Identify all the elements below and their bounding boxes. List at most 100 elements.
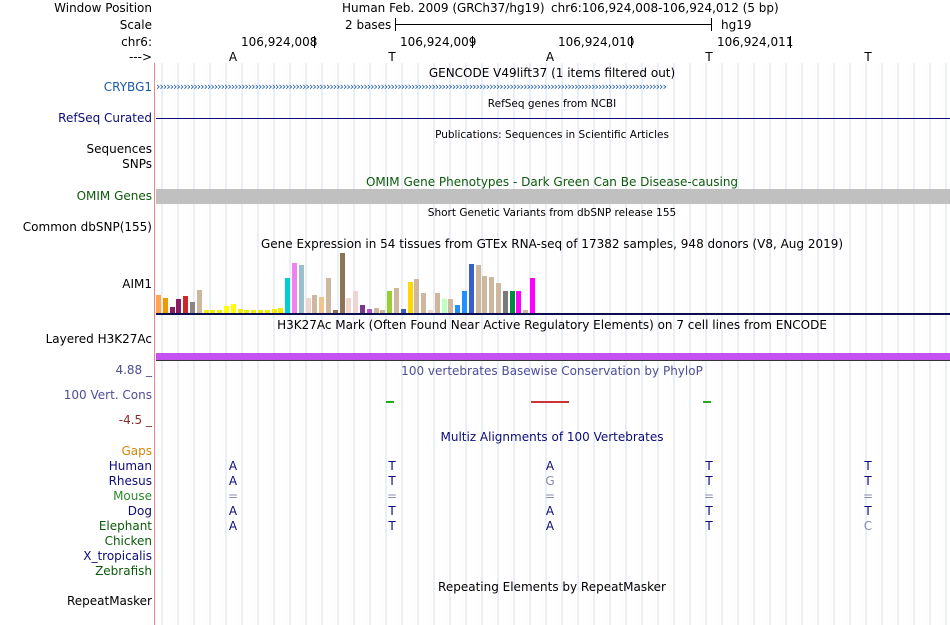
omim-label[interactable]: OMIM Genes — [76, 189, 152, 203]
gtex-tissue-bar[interactable] — [380, 310, 386, 313]
repeatmasker-track-title[interactable]: Repeating Elements by RepeatMasker — [438, 580, 666, 594]
gtex-tissue-bar[interactable] — [224, 306, 229, 313]
gtex-track-title[interactable]: Gene Expression in 54 tissues from GTEx … — [260, 237, 844, 251]
gtex-tissue-bar[interactable] — [482, 276, 488, 313]
species-label[interactable]: Human — [108, 459, 152, 473]
gtex-tissue-bar[interactable] — [332, 310, 338, 313]
gtex-tissue-bar[interactable] — [237, 309, 243, 313]
gtex-tissue-bar[interactable] — [217, 310, 223, 313]
gtex-tissue-bar[interactable] — [230, 304, 236, 313]
gtex-tissue-bar[interactable] — [475, 265, 481, 313]
gtex-tissue-bar[interactable] — [455, 305, 461, 313]
alignment-base: A — [228, 519, 238, 533]
publications-track-title[interactable]: Publications: Sequences in Scientific Ar… — [435, 129, 669, 141]
gtex-tissue-bar[interactable] — [489, 277, 495, 313]
publications-label-line1[interactable]: Sequences — [86, 142, 152, 156]
refseq-track-title[interactable]: RefSeq genes from NCBI — [487, 98, 617, 110]
gtex-tissue-bar[interactable] — [285, 278, 291, 313]
gtex-tissue-bar[interactable] — [353, 291, 359, 313]
gtex-tissue-bar[interactable] — [196, 290, 202, 313]
gtex-tissue-bar[interactable] — [530, 278, 535, 313]
phylop-track-title[interactable]: 100 vertebrates Basewise Conservation by… — [401, 364, 703, 378]
gtex-expression-chart[interactable] — [156, 252, 950, 313]
alignment-base: T — [864, 459, 872, 473]
gtex-tissue-bar[interactable] — [210, 310, 216, 313]
gencode-gene-feature[interactable]: ››››››››››››››››››››››››››››››››››››››››… — [156, 80, 667, 93]
species-label[interactable]: Zebrafish — [95, 564, 152, 578]
multiz-gaps-label[interactable]: Gaps — [121, 444, 152, 458]
gtex-tissue-bar[interactable] — [502, 291, 508, 313]
gtex-tissue-bar[interactable] — [346, 298, 352, 313]
gtex-tissue-bar[interactable] — [360, 305, 365, 313]
gencode-item-label[interactable]: CRYBG1 — [103, 80, 152, 94]
scale-label: Scale — [119, 18, 152, 32]
gtex-tissue-bar[interactable] — [509, 291, 515, 313]
gtex-tissue-bar[interactable] — [271, 309, 277, 313]
gtex-tissue-bar[interactable] — [400, 309, 406, 313]
repeatmasker-label[interactable]: RepeatMasker — [66, 594, 152, 608]
gtex-tissue-bar[interactable] — [305, 298, 311, 313]
refseq-label[interactable]: RefSeq Curated — [58, 111, 152, 125]
gtex-tissue-bar[interactable] — [434, 293, 440, 313]
gtex-tissue-bar[interactable] — [162, 298, 168, 313]
publications-label-line2[interactable]: SNPs — [122, 157, 152, 171]
alignment-base: A — [228, 459, 238, 473]
gtex-tissue-bar[interactable] — [496, 283, 501, 313]
h3k27ac-label[interactable]: Layered H3K27Ac — [45, 332, 152, 346]
gtex-tissue-bar[interactable] — [176, 299, 182, 313]
omim-track-title[interactable]: OMIM Gene Phenotypes - Dark Green Can Be… — [365, 175, 739, 189]
gtex-tissue-bar[interactable] — [448, 299, 454, 313]
gtex-tissue-bar[interactable] — [298, 265, 304, 313]
phylop-mark-3 — [703, 401, 711, 403]
gtex-tissue-bar[interactable] — [387, 291, 393, 313]
species-label[interactable]: Elephant — [98, 519, 152, 533]
h3k27ac-signal-bar[interactable] — [156, 353, 950, 360]
gtex-tissue-bar[interactable] — [326, 278, 331, 313]
gtex-tissue-bar[interactable] — [264, 310, 270, 313]
gtex-tissue-bar[interactable] — [394, 288, 399, 313]
species-label[interactable]: Rhesus — [108, 474, 152, 488]
gtex-tissue-bar[interactable] — [462, 291, 467, 313]
gencode-track-title[interactable]: GENCODE V49lift37 (1 items filtered out) — [428, 66, 676, 80]
gtex-tissue-bar[interactable] — [428, 310, 433, 313]
gtex-tissue-bar[interactable] — [373, 308, 379, 313]
gtex-tissue-bar[interactable] — [339, 253, 345, 313]
gtex-tissue-bar[interactable] — [203, 310, 209, 313]
gtex-tissue-bar[interactable] — [441, 299, 447, 313]
gtex-gene-label[interactable]: AIM1 — [122, 277, 152, 291]
species-label[interactable]: X_tropicalis — [83, 549, 152, 563]
gtex-tissue-bar[interactable] — [244, 310, 250, 313]
dbsnp-label[interactable]: Common dbSNP(155) — [22, 220, 152, 234]
phylop-label[interactable]: 100 Vert. Cons — [63, 388, 152, 402]
label-column-divider — [154, 63, 155, 625]
gtex-tissue-bar[interactable] — [523, 310, 529, 313]
h3k27ac-track-title[interactable]: H3K27Ac Mark (Often Found Near Active Re… — [277, 318, 827, 332]
alignment-base: T — [388, 504, 396, 518]
gtex-tissue-bar[interactable] — [468, 264, 474, 313]
gtex-tissue-bar[interactable] — [414, 279, 420, 313]
phylop-mark-1 — [386, 401, 394, 403]
gtex-tissue-bar[interactable] — [366, 309, 372, 313]
position-readout[interactable]: chr6:106,924,008-106,924,012 (5 bp) — [551, 1, 779, 15]
scale-bar-left-tick — [395, 18, 396, 31]
gtex-tissue-bar[interactable] — [407, 282, 413, 313]
gtex-tissue-bar[interactable] — [258, 310, 263, 313]
gtex-tissue-bar[interactable] — [251, 310, 257, 313]
multiz-track-title[interactable]: Multiz Alignments of 100 Vertebrates — [440, 430, 664, 444]
omim-feature-bar[interactable] — [156, 189, 950, 204]
gtex-tissue-bar[interactable] — [156, 295, 161, 313]
species-label[interactable]: Chicken — [104, 534, 152, 548]
gtex-tissue-bar[interactable] — [319, 297, 325, 313]
dbsnp-track-title[interactable]: Short Genetic Variants from dbSNP releas… — [427, 207, 677, 219]
gtex-tissue-bar[interactable] — [169, 307, 175, 313]
gtex-tissue-bar[interactable] — [190, 302, 195, 313]
species-label[interactable]: Dog — [127, 504, 152, 518]
gtex-tissue-bar[interactable] — [278, 308, 284, 313]
refseq-gene-feature[interactable] — [156, 118, 950, 119]
gtex-tissue-bar[interactable] — [183, 296, 189, 313]
species-label[interactable]: Mouse — [113, 489, 152, 503]
gtex-tissue-bar[interactable] — [312, 295, 318, 313]
gtex-tissue-bar[interactable] — [421, 293, 427, 313]
gtex-tissue-bar[interactable] — [292, 263, 297, 313]
gtex-tissue-bar[interactable] — [516, 291, 522, 313]
